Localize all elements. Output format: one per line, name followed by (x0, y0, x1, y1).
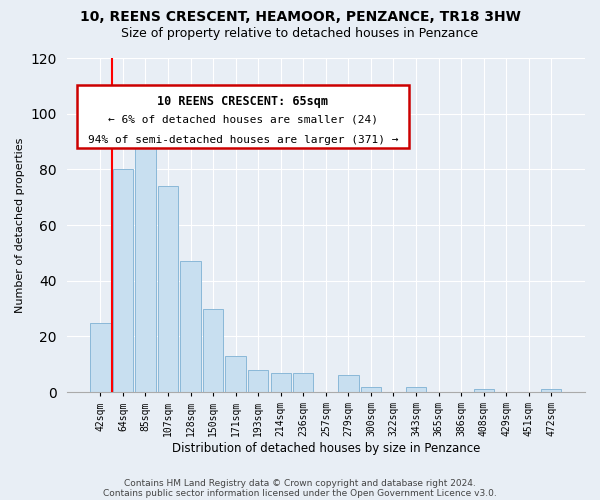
Bar (248, 370, 268, 392)
Bar (473, 390, 494, 392)
Bar (136, 142, 155, 392)
Text: 94% of semi-detached houses are larger (371) →: 94% of semi-detached houses are larger (… (88, 135, 398, 145)
Bar (90, 322, 110, 392)
Bar (158, 186, 178, 392)
Text: 10, REENS CRESCENT, HEAMOOR, PENZANCE, TR18 3HW: 10, REENS CRESCENT, HEAMOOR, PENZANCE, T… (80, 10, 520, 24)
Bar (293, 372, 313, 392)
Bar (181, 262, 200, 392)
Text: Contains HM Land Registry data © Crown copyright and database right 2024.: Contains HM Land Registry data © Crown c… (124, 478, 476, 488)
Bar (361, 386, 381, 392)
Bar (541, 390, 562, 392)
Bar (406, 386, 426, 392)
Bar (338, 376, 359, 392)
FancyBboxPatch shape (77, 84, 409, 148)
Text: ← 6% of detached houses are smaller (24): ← 6% of detached houses are smaller (24) (108, 115, 378, 125)
Bar (203, 308, 223, 392)
Bar (226, 356, 246, 392)
Text: Size of property relative to detached houses in Penzance: Size of property relative to detached ho… (121, 28, 479, 40)
X-axis label: Distribution of detached houses by size in Penzance: Distribution of detached houses by size … (172, 442, 480, 455)
Bar (113, 170, 133, 392)
Bar (271, 372, 291, 392)
Text: 10 REENS CRESCENT: 65sqm: 10 REENS CRESCENT: 65sqm (157, 95, 328, 108)
Y-axis label: Number of detached properties: Number of detached properties (15, 138, 25, 313)
Text: Contains public sector information licensed under the Open Government Licence v3: Contains public sector information licen… (103, 488, 497, 498)
